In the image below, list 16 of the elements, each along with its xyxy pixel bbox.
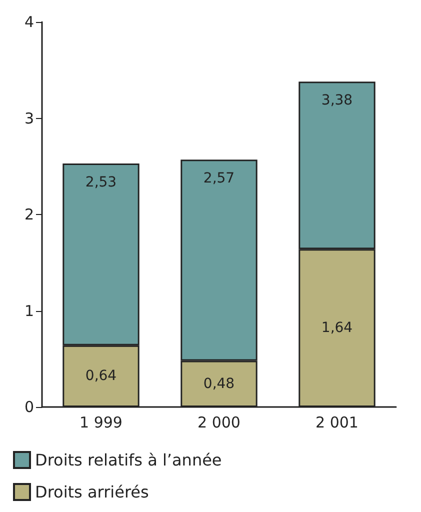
legend-label: Droits arriérés [35, 482, 149, 502]
total-label: 2,53 [85, 174, 117, 190]
y-tick-label: 2 [24, 206, 34, 224]
legend-label: Droits relatifs à l’année [35, 450, 222, 470]
total-label: 2,57 [203, 170, 235, 187]
data-label: 1,64 [321, 320, 353, 336]
total-label: 3,38 [321, 92, 353, 109]
y-tick-label: 3 [24, 109, 34, 128]
y-tick-label: 0 [24, 398, 34, 416]
x-tick-label: 2 001 [316, 414, 358, 432]
data-label: 0,64 [85, 368, 117, 384]
x-tick-label: 1 999 [80, 414, 122, 432]
data-label: 0,48 [203, 376, 235, 392]
x-tick-label: 2 000 [198, 414, 240, 432]
y-tick-label: 1 [24, 302, 34, 320]
y-tick-label: 4 [24, 13, 34, 31]
